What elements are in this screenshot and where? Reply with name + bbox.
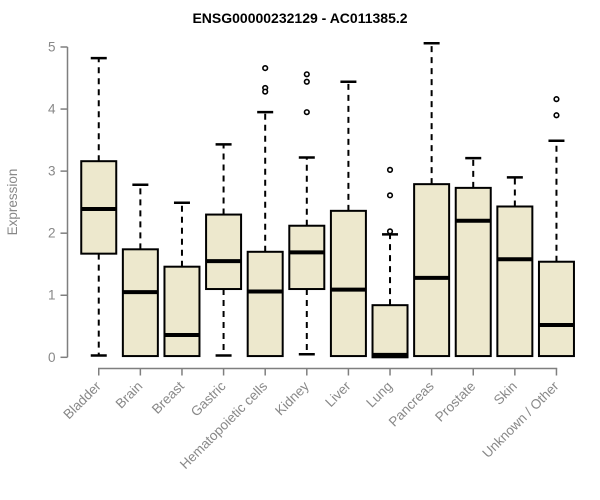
box-iqr bbox=[496, 205, 534, 358]
y-tick-label: 0 bbox=[48, 350, 56, 365]
box-iqr bbox=[288, 224, 326, 291]
x-category-label: Unknown / Other bbox=[479, 378, 562, 461]
box-iqr bbox=[246, 250, 284, 358]
outlier-point bbox=[386, 228, 394, 235]
outlier-point bbox=[553, 112, 560, 119]
y-tick-label: 3 bbox=[48, 164, 56, 179]
x-category-label: Breast bbox=[149, 378, 187, 416]
y-axis-label: Expression bbox=[5, 168, 20, 236]
box-iqr bbox=[121, 248, 159, 358]
outlier-point bbox=[262, 88, 269, 95]
x-category-label: Bladder bbox=[60, 378, 104, 422]
x-category-label: Kidney bbox=[272, 378, 312, 418]
outlier-point bbox=[303, 78, 310, 85]
x-category-label: Skin bbox=[491, 379, 520, 408]
box-iqr bbox=[537, 260, 575, 358]
box-iqr bbox=[371, 304, 409, 359]
box-iqr bbox=[205, 213, 243, 291]
box-iqr bbox=[329, 209, 367, 358]
chart-title: ENSG00000232129 - AC011385.2 bbox=[192, 10, 408, 26]
y-tick-label: 2 bbox=[48, 226, 56, 241]
y-tick-label: 1 bbox=[48, 288, 56, 303]
y-tick-label: 5 bbox=[48, 40, 56, 55]
outlier-point bbox=[386, 166, 394, 173]
x-category-label: Gastric bbox=[188, 378, 229, 419]
box-iqr bbox=[413, 183, 451, 358]
x-category-label: Lung bbox=[363, 379, 395, 411]
x-category-label: Liver bbox=[322, 378, 354, 410]
x-category-label: Pancreas bbox=[386, 378, 437, 429]
outlier-point bbox=[303, 109, 310, 116]
box-iqr bbox=[454, 186, 492, 358]
outlier-point bbox=[386, 192, 394, 199]
outlier-point bbox=[303, 71, 310, 78]
x-category-label: Brain bbox=[113, 379, 146, 412]
outlier-point bbox=[262, 65, 269, 72]
x-category-label: Prostate bbox=[432, 379, 478, 425]
outlier-point bbox=[553, 96, 560, 103]
box-iqr bbox=[163, 265, 201, 358]
y-tick-label: 4 bbox=[48, 102, 56, 117]
